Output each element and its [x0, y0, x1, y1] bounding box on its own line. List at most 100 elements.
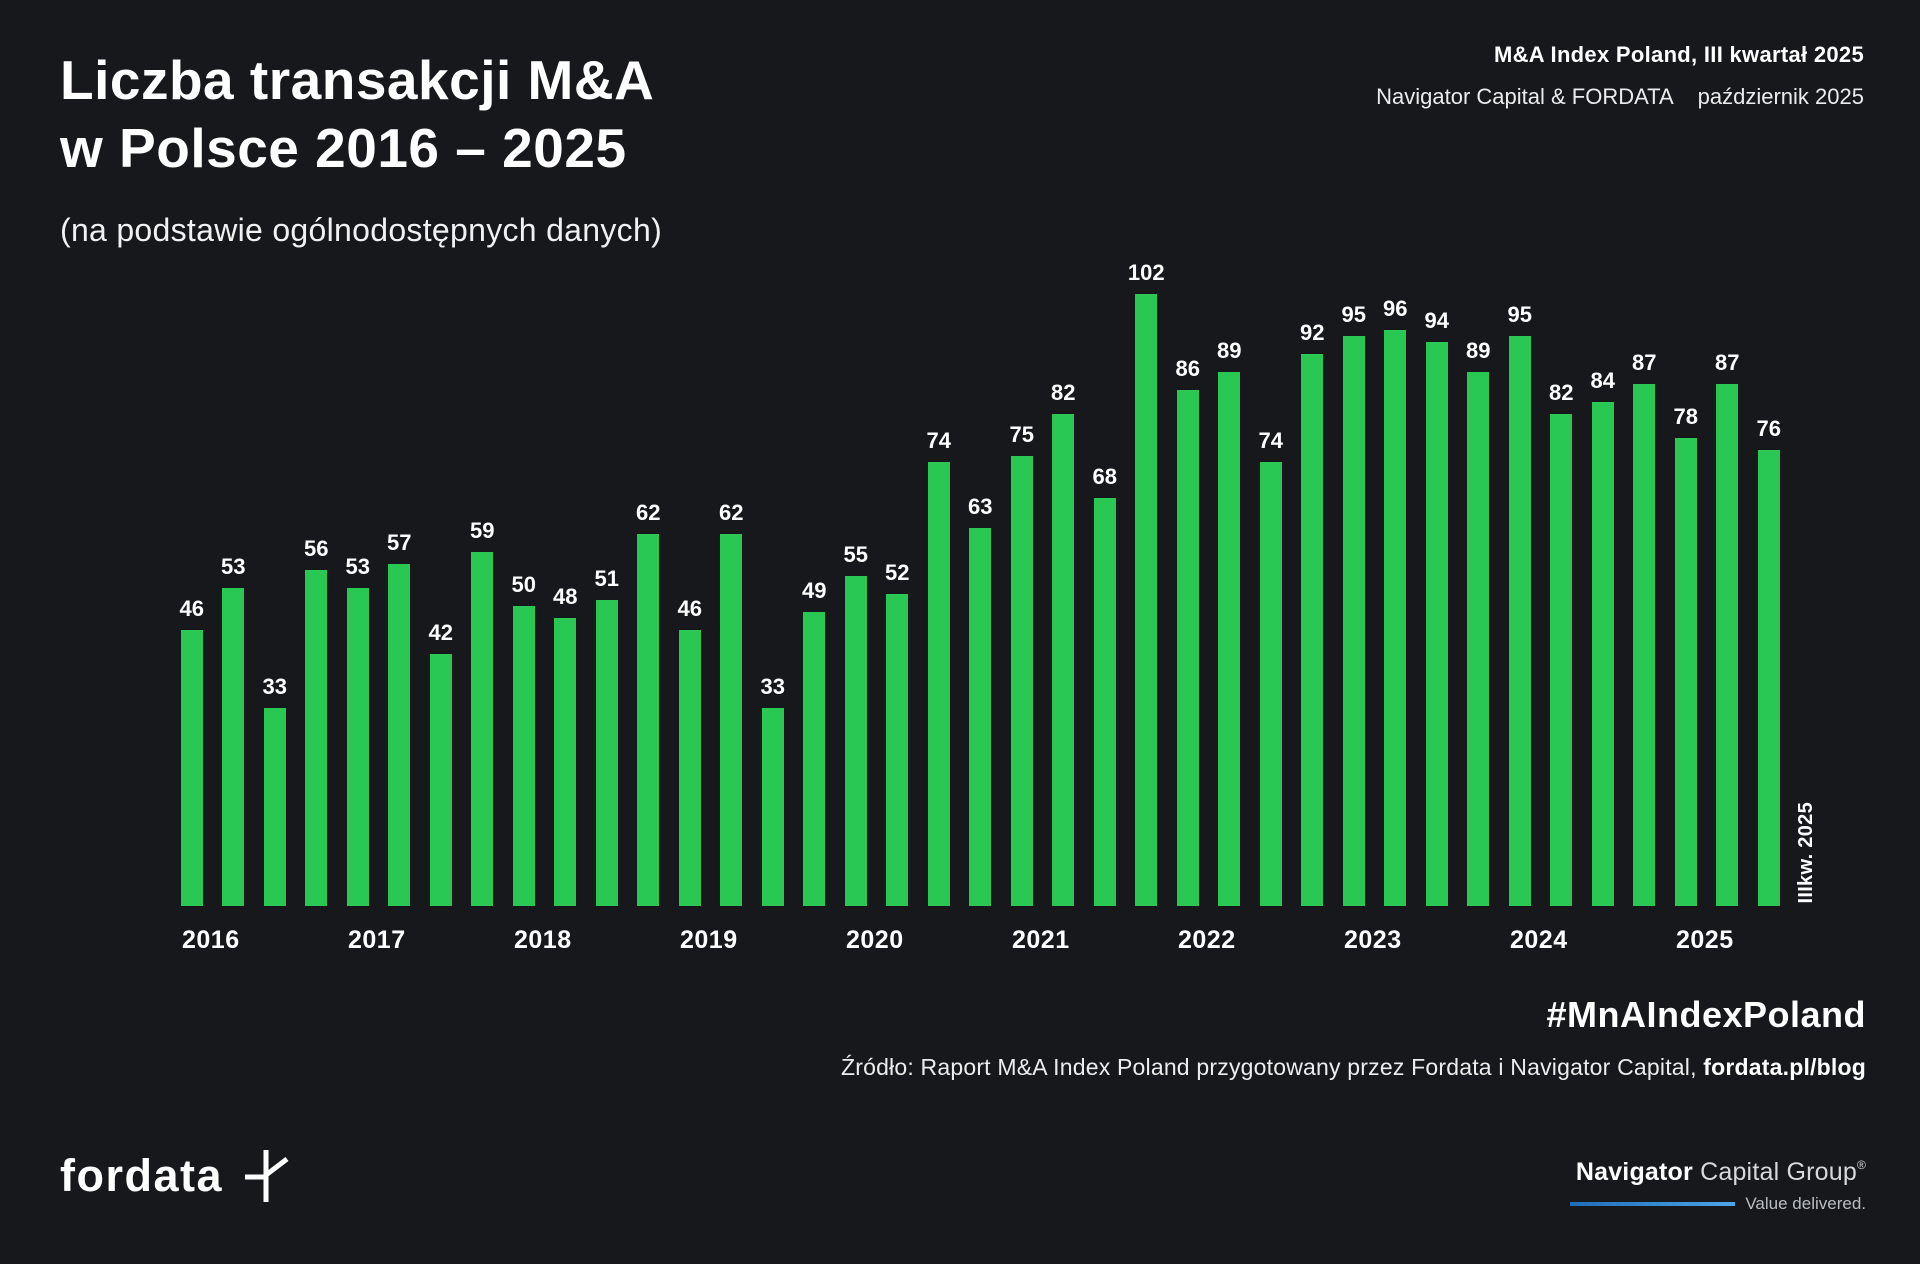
- bar-chart-groups: 46 53 33 56 2016 53 57 42 59 2017 50 48 51 62 2018 46 62…: [171, 260, 1791, 954]
- bar-value-label: 55: [843, 542, 868, 567]
- bar-value-label: 33: [262, 674, 287, 699]
- bar-value-label: 92: [1300, 320, 1325, 345]
- bar-value-label: 56: [304, 536, 329, 561]
- bar-value-label: 95: [1341, 302, 1366, 327]
- quarter-bar-slot: 53: [337, 554, 379, 906]
- year-axis-label: 2019: [680, 926, 738, 954]
- bar-value-label: 84: [1590, 368, 1615, 393]
- quarter-bar-slot: 55: [835, 542, 877, 906]
- year-group-2020: 55 52 74 63 2020: [835, 260, 1001, 954]
- bar-value-label: 89: [1466, 338, 1491, 363]
- bar-value-label: 95: [1507, 302, 1532, 327]
- bar: [886, 594, 909, 906]
- quarter-bar-slot: 68: [1084, 464, 1126, 906]
- bar-value-label: 76: [1756, 416, 1781, 441]
- year-axis-label: 2022: [1178, 926, 1236, 954]
- bar-value-label: 59: [470, 518, 495, 543]
- quarter-bar-slot: 78: [1665, 404, 1707, 906]
- bar: [1716, 384, 1739, 906]
- bar: [761, 708, 784, 906]
- year-group-2023: 95 96 94 89 2023: [1333, 260, 1500, 954]
- quarter-bar-slot: 76: [1748, 416, 1790, 906]
- bar-value-label: 74: [926, 428, 951, 453]
- bar: [305, 570, 328, 906]
- bar-value-label: 52: [885, 560, 910, 585]
- quarter-bar-slot: 33: [752, 674, 794, 906]
- bar-chart: 46 53 33 56 2016 53 57 42 59 2017 50 48 51 62 2018 46 62…: [171, 260, 1818, 954]
- quarter-bar-slot: 74: [1250, 428, 1292, 906]
- bar-value-label: 82: [1051, 380, 1076, 405]
- bar: [1550, 414, 1573, 906]
- bar: [471, 552, 494, 906]
- bar-value-label: 75: [1009, 422, 1034, 447]
- bar-value-label: 48: [553, 584, 578, 609]
- bar: [1467, 372, 1490, 906]
- year-group-2022: 86 89 74 92 2022: [1167, 260, 1333, 954]
- registered-mark: ®: [1856, 1158, 1866, 1172]
- fordata-logo-icon: [241, 1148, 291, 1204]
- bar-value-label: 63: [968, 494, 993, 519]
- bar-value-label: 51: [594, 566, 619, 591]
- fordata-wordmark: fordata: [60, 1150, 224, 1201]
- source-text: Źródło: Raport M&A Index Poland przygoto…: [840, 1054, 1704, 1080]
- year-group-2019: 46 62 33 49 2019: [669, 260, 835, 954]
- source-line: Źródło: Raport M&A Index Poland przygoto…: [841, 1054, 1866, 1081]
- year-axis-label: 2023: [1344, 926, 1402, 954]
- bar-value-label: 62: [636, 500, 661, 525]
- year-axis-label: 2017: [348, 926, 406, 954]
- bar-value-label: 62: [719, 500, 744, 525]
- bar: [969, 528, 992, 906]
- quarter-bar-slot: 87: [1707, 350, 1749, 906]
- bar: [1093, 498, 1116, 906]
- bar-value-label: 89: [1217, 338, 1242, 363]
- quarter-bar-slot: 46: [669, 596, 711, 906]
- year-group-2017: 53 57 42 59 2017: [337, 260, 503, 954]
- quarter-bar-slot: 52: [877, 560, 919, 906]
- navigator-tagline: Value delivered.: [1745, 1194, 1866, 1213]
- year-group-2016: 46 53 33 56 2016: [171, 260, 338, 954]
- report-info: M&A Index Poland, III kwartał 2025 Navig…: [1376, 42, 1864, 110]
- bar-value-label: 50: [511, 572, 536, 597]
- quarter-bar-slot: 46: [171, 596, 213, 906]
- bar-value-label: 53: [345, 554, 370, 579]
- quarter-bar-slot: 82: [1043, 380, 1085, 906]
- bar-value-label: 46: [677, 596, 702, 621]
- bar-value-label: 86: [1175, 356, 1200, 381]
- bar-value-label: 49: [802, 578, 827, 603]
- bar: [512, 606, 535, 906]
- bar: [844, 576, 867, 906]
- quarter-bar-slot: 62: [711, 500, 753, 906]
- bar-value-label: 102: [1127, 260, 1165, 285]
- quarter-bar-slot: 89: [1458, 338, 1500, 906]
- bar: [180, 630, 203, 906]
- page-title: Liczba transakcji M&A w Polsce 2016 – 20…: [60, 46, 654, 182]
- bar: [346, 588, 369, 906]
- quarter-bar-slot: 56: [296, 536, 338, 906]
- bar: [1508, 336, 1531, 906]
- quarter-bar-slot: 50: [503, 572, 545, 906]
- bar-value-label: 96: [1383, 296, 1408, 321]
- year-axis-label: 2025: [1676, 926, 1734, 954]
- bar: [1591, 402, 1614, 906]
- bar-value-label: 78: [1673, 404, 1698, 429]
- quarter-bar-slot: 74: [918, 428, 960, 906]
- quarter-bar-slot: 95: [1499, 302, 1541, 906]
- source-link[interactable]: fordata.pl/blog: [1703, 1054, 1866, 1080]
- bar-value-label: 82: [1549, 380, 1574, 405]
- bar: [803, 612, 826, 906]
- navigator-wordmark-rest: Capital Group: [1692, 1158, 1857, 1186]
- bar: [388, 564, 411, 906]
- year-axis-label: 2016: [182, 926, 240, 954]
- bar: [678, 630, 701, 906]
- bar-value-label: 87: [1632, 350, 1657, 375]
- navigator-wordmark: Navigator Capital Group®: [1570, 1158, 1866, 1187]
- report-credits: Navigator Capital & FORDATA: [1376, 84, 1674, 109]
- bar: [1176, 390, 1199, 906]
- quarter-bar-slot: 75: [1001, 422, 1043, 906]
- report-date: październik 2025: [1697, 84, 1864, 109]
- last-quarter-label: IIIkw. 2025: [1795, 802, 1817, 904]
- year-group-2021: 75 82 68 102 2021: [1001, 260, 1167, 954]
- bar-value-label: 33: [760, 674, 785, 699]
- year-group-2018: 50 48 51 62 2018: [503, 260, 669, 954]
